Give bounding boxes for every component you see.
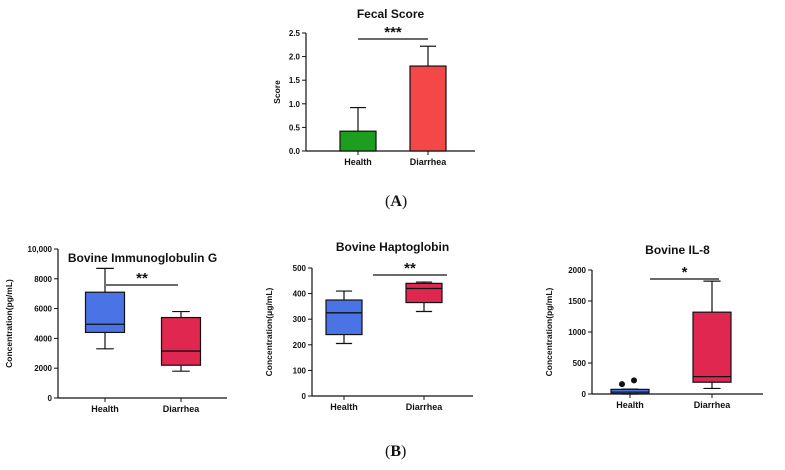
x-tick-label: Diarrhea	[410, 157, 448, 167]
y-tick-label: 10,000	[28, 245, 53, 254]
y-tick-label: 0.5	[289, 123, 301, 132]
y-tick-label: 0.0	[289, 147, 301, 156]
y-axis-label: Concentration(pg/mL)	[4, 279, 14, 368]
y-tick-label: 2000	[568, 266, 586, 275]
panel-label-b: (B)	[385, 443, 407, 460]
box	[84, 291, 126, 334]
chart-3: Bovine Haptoglobin 0 100 200 300 400 500 Concen…	[264, 240, 473, 412]
outlier-point	[619, 381, 625, 388]
significance-marker: **	[136, 270, 148, 287]
significance-marker: ***	[384, 24, 402, 41]
chart-title: Bovine Immunoglobulin G	[68, 251, 217, 265]
y-tick-label: 1000	[568, 328, 586, 337]
chart-1: Fecal Score 0.0 0.5 1.0 1.5 2.0 2.5 Score Health…	[272, 7, 475, 167]
y-tick-label: 300	[293, 315, 307, 324]
chart-title: Bovine IL-8	[645, 243, 710, 257]
panel-label-a: (A)	[385, 193, 408, 210]
chart-4: Bovine IL-8 0 500 1000 1500 2000 Concentration…	[544, 243, 763, 410]
y-axis-label: Score	[272, 80, 282, 104]
x-tick-label: Health	[616, 400, 644, 410]
box	[325, 299, 363, 336]
y-axis-label: Concentration(pg/mL)	[544, 287, 554, 376]
y-tick-label: 0	[48, 394, 53, 403]
y-tick-label: 2.0	[289, 53, 301, 62]
x-tick-label: Health	[344, 157, 372, 167]
bar	[339, 130, 377, 152]
significance-marker: **	[404, 260, 416, 277]
outlier-point	[631, 377, 637, 384]
significance-marker: *	[682, 264, 688, 281]
y-tick-label: 2.5	[289, 29, 301, 38]
x-tick-label: Health	[330, 402, 358, 412]
y-tick-label: 2000	[34, 364, 52, 373]
y-tick-label: 0	[302, 392, 307, 401]
bar	[409, 65, 447, 152]
y-tick-label: 400	[293, 290, 307, 299]
box	[692, 311, 732, 383]
x-tick-label: Health	[91, 404, 119, 414]
box	[160, 316, 202, 366]
y-tick-label: 4000	[34, 334, 52, 343]
y-tick-label: 0	[582, 390, 587, 399]
chart-title: Fecal Score	[357, 7, 425, 21]
y-tick-label: 1.0	[289, 100, 301, 109]
panel-label-b-text: B	[390, 443, 401, 460]
chart-title: Bovine Haptoglobin	[336, 240, 449, 254]
box	[405, 282, 443, 304]
x-tick-label: Diarrhea	[406, 402, 444, 412]
panel-label-a-text: A	[390, 193, 402, 210]
y-tick-label: 100	[293, 366, 307, 375]
y-tick-label: 200	[293, 341, 307, 350]
y-axis-label: Concentration(μg/mL)	[264, 287, 274, 376]
x-tick-label: Diarrhea	[694, 400, 732, 410]
x-tick-label: Diarrhea	[163, 404, 201, 414]
y-tick-label: 6000	[34, 305, 52, 314]
y-tick-label: 8000	[34, 275, 52, 284]
y-tick-label: 500	[573, 359, 587, 368]
y-tick-label: 1.5	[289, 76, 301, 85]
y-tick-label: 1500	[568, 297, 586, 306]
y-tick-label: 500	[293, 264, 307, 273]
chart-2: Bovine Immunoglobulin G 0 2000 4000 6000 8000…	[4, 245, 227, 414]
